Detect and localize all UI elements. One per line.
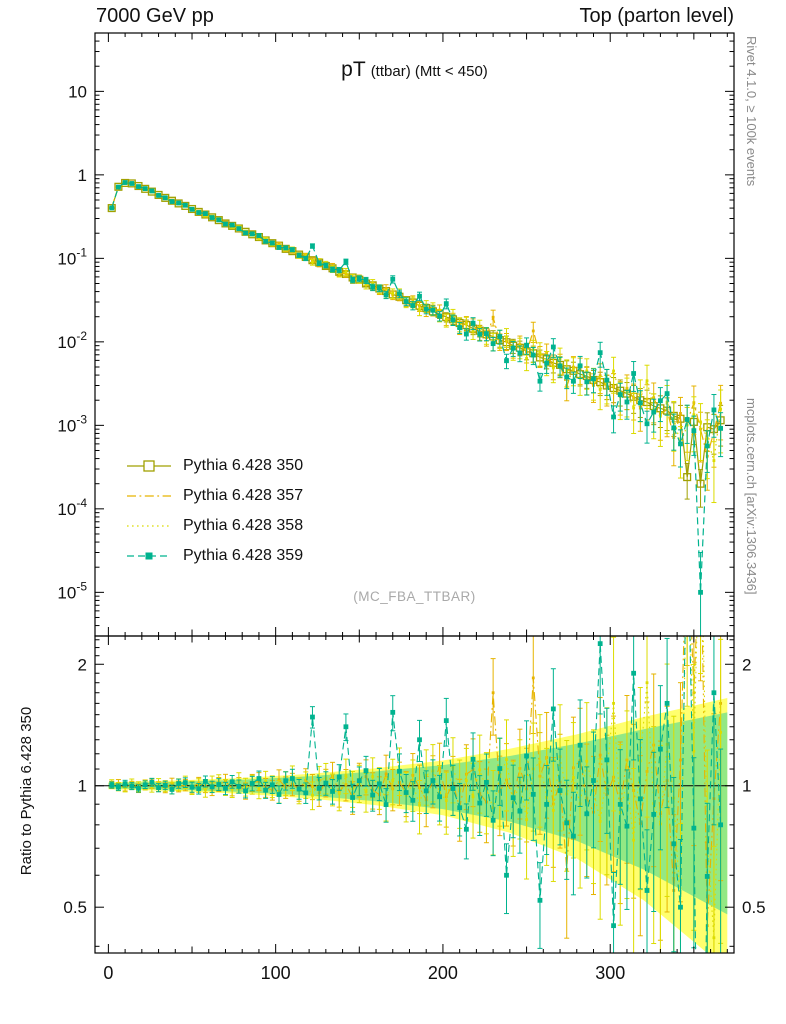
- legend-label-358: Pythia 6.428 358: [183, 517, 304, 534]
- legend-item-357: Pythia 6.428 357: [126, 481, 303, 511]
- svg-text:10: 10: [68, 82, 87, 101]
- svg-text:2: 2: [78, 655, 87, 674]
- legend-item-350: Pythia 6.428 350: [126, 451, 303, 481]
- plot-title-sub: (ttbar) (Mtt < 450): [370, 63, 488, 80]
- legend-swatch-359: [126, 548, 172, 564]
- legend: Pythia 6.428 350 Pythia 6.428 357 Pythia…: [126, 451, 303, 571]
- svg-text:1: 1: [78, 166, 87, 185]
- plot-title: pT (ttbar) (Mtt < 450): [95, 58, 734, 82]
- legend-swatch-357: [126, 488, 172, 504]
- svg-text:300: 300: [595, 963, 625, 983]
- svg-text:10-1: 10-1: [57, 245, 87, 268]
- legend-swatch-350: [126, 458, 172, 474]
- svg-text:10-3: 10-3: [57, 412, 87, 435]
- legend-item-358: Pythia 6.428 358: [126, 511, 303, 541]
- ratio-frame: [94, 635, 735, 954]
- svg-text:2: 2: [742, 655, 751, 674]
- svg-text:0: 0: [103, 963, 113, 983]
- analysis-label: Top (parton level): [579, 5, 734, 27]
- ratio-series-layer: [109, 636, 724, 953]
- mcplots-arxiv-label: mcplots.cern.ch [arXiv:1306.3436]: [744, 398, 759, 595]
- axis-ticks: [95, 33, 734, 953]
- svg-text:1: 1: [742, 777, 751, 796]
- svg-text:10-2: 10-2: [57, 329, 87, 352]
- svg-text:0.5: 0.5: [63, 898, 87, 917]
- svg-text:10-4: 10-4: [57, 496, 87, 519]
- legend-label-359: Pythia 6.428 359: [183, 547, 304, 564]
- watermark: (MC_FBA_TTBAR): [353, 589, 476, 604]
- svg-text:200: 200: [428, 963, 458, 983]
- svg-text:1: 1: [78, 777, 87, 796]
- legend-swatch-358: [126, 518, 172, 534]
- legend-label-350: Pythia 6.428 350: [183, 457, 304, 474]
- legend-label-357: Pythia 6.428 357: [183, 487, 304, 504]
- svg-text:10-5: 10-5: [57, 579, 87, 602]
- beam-label: 7000 GeV pp: [96, 5, 214, 27]
- svg-text:0.5: 0.5: [742, 898, 766, 917]
- legend-item-359: Pythia 6.428 359: [126, 541, 303, 571]
- plot-title-main: pT: [341, 58, 366, 81]
- rivet-version-label: Rivet 4.1.0, ≥ 100k events: [744, 36, 759, 187]
- main-series-layer: [107, 178, 725, 636]
- svg-text:100: 100: [261, 963, 291, 983]
- ratio-bands: [108, 698, 728, 953]
- ratio-axis-title: Ratio to Pythia 6.428 350: [18, 706, 35, 876]
